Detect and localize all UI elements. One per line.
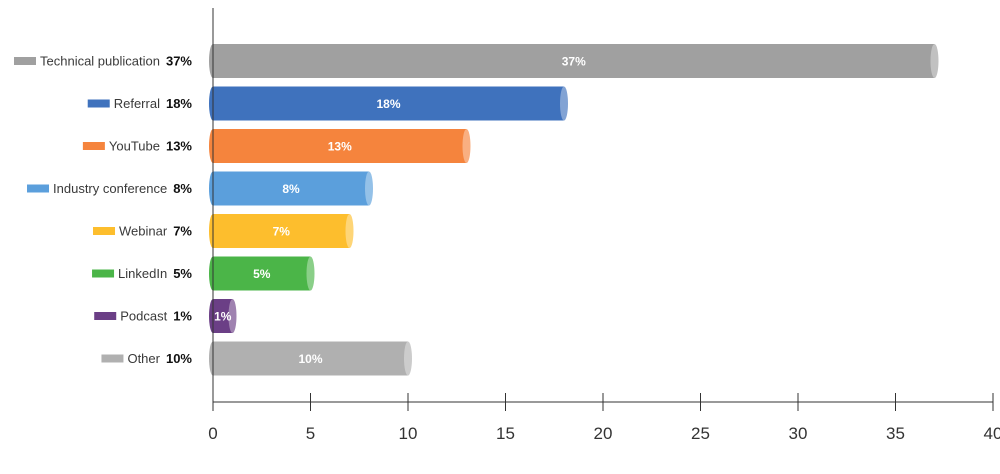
legend-category-label: YouTube <box>109 139 160 154</box>
bar-end-cap <box>560 87 568 121</box>
x-tick-label: 35 <box>886 424 905 443</box>
legend-percent: 10% <box>166 351 192 366</box>
bars-layer: 37% 18% 13% 8% 7% 5% 1% 10% <box>209 44 939 376</box>
legend-item: 8% Industry conference <box>27 181 192 196</box>
legend-category-label: Podcast <box>120 309 167 324</box>
bar-value-label: 8% <box>282 182 300 196</box>
bar-end-cap <box>931 44 939 78</box>
legend-swatch <box>88 100 110 108</box>
legend-percent: 5% <box>173 266 192 281</box>
x-tick-label: 10 <box>399 424 418 443</box>
legend-category-label: Other <box>127 351 160 366</box>
legend-item: 18% Referral <box>88 96 193 111</box>
bar-value-label: 18% <box>376 97 400 111</box>
legend-category-label: Referral <box>114 96 160 111</box>
x-tick-label: 30 <box>789 424 808 443</box>
legend-swatch <box>27 185 49 193</box>
category-legend: 37% Technical publication 18% Referral 13% Yo… <box>14 54 192 367</box>
x-tick-label: 20 <box>594 424 613 443</box>
legend-category-label: LinkedIn <box>118 266 167 281</box>
legend-percent: 7% <box>173 224 192 239</box>
bar-end-cap <box>307 257 315 291</box>
bar-value-label: 5% <box>253 267 271 281</box>
bar-end-cap <box>346 214 354 248</box>
bar-end-cap <box>463 129 471 163</box>
x-tick-label: 5 <box>306 424 315 443</box>
legend-swatch <box>83 142 105 150</box>
legend-item: 1% Podcast <box>94 309 192 324</box>
bar-value-label: 7% <box>273 225 291 239</box>
bar-value-label: 37% <box>562 55 586 69</box>
legend-category-label: Technical publication <box>40 54 160 69</box>
legend-item: 37% Technical publication <box>14 54 192 69</box>
legend-item: 7% Webinar <box>93 224 192 239</box>
bar-value-label: 13% <box>328 140 352 154</box>
legend-category-label: Industry conference <box>53 181 167 196</box>
legend-percent: 13% <box>166 139 192 154</box>
bar-value-label: 1% <box>214 310 232 324</box>
legend-item: 13% YouTube <box>83 139 193 154</box>
x-tick-label: 40 <box>984 424 1000 443</box>
bar-end-cap <box>404 342 412 376</box>
x-tick-label: 25 <box>691 424 710 443</box>
legend-percent: 8% <box>173 181 192 196</box>
legend-item: 5% LinkedIn <box>92 266 192 281</box>
legend-swatch <box>101 355 123 363</box>
legend-percent: 1% <box>173 309 192 324</box>
legend-swatch <box>14 57 36 65</box>
x-tick-label: 0 <box>208 424 217 443</box>
bar-value-label: 10% <box>298 352 322 366</box>
x-tick-label: 15 <box>496 424 515 443</box>
legend-swatch <box>93 227 115 235</box>
legend-percent: 18% <box>166 96 192 111</box>
legend-item: 10% Other <box>101 351 192 366</box>
legend-swatch <box>94 312 116 320</box>
legend-percent: 37% <box>166 54 192 69</box>
legend-swatch <box>92 270 114 278</box>
legend-category-label: Webinar <box>119 224 168 239</box>
bar-end-cap <box>365 172 373 206</box>
